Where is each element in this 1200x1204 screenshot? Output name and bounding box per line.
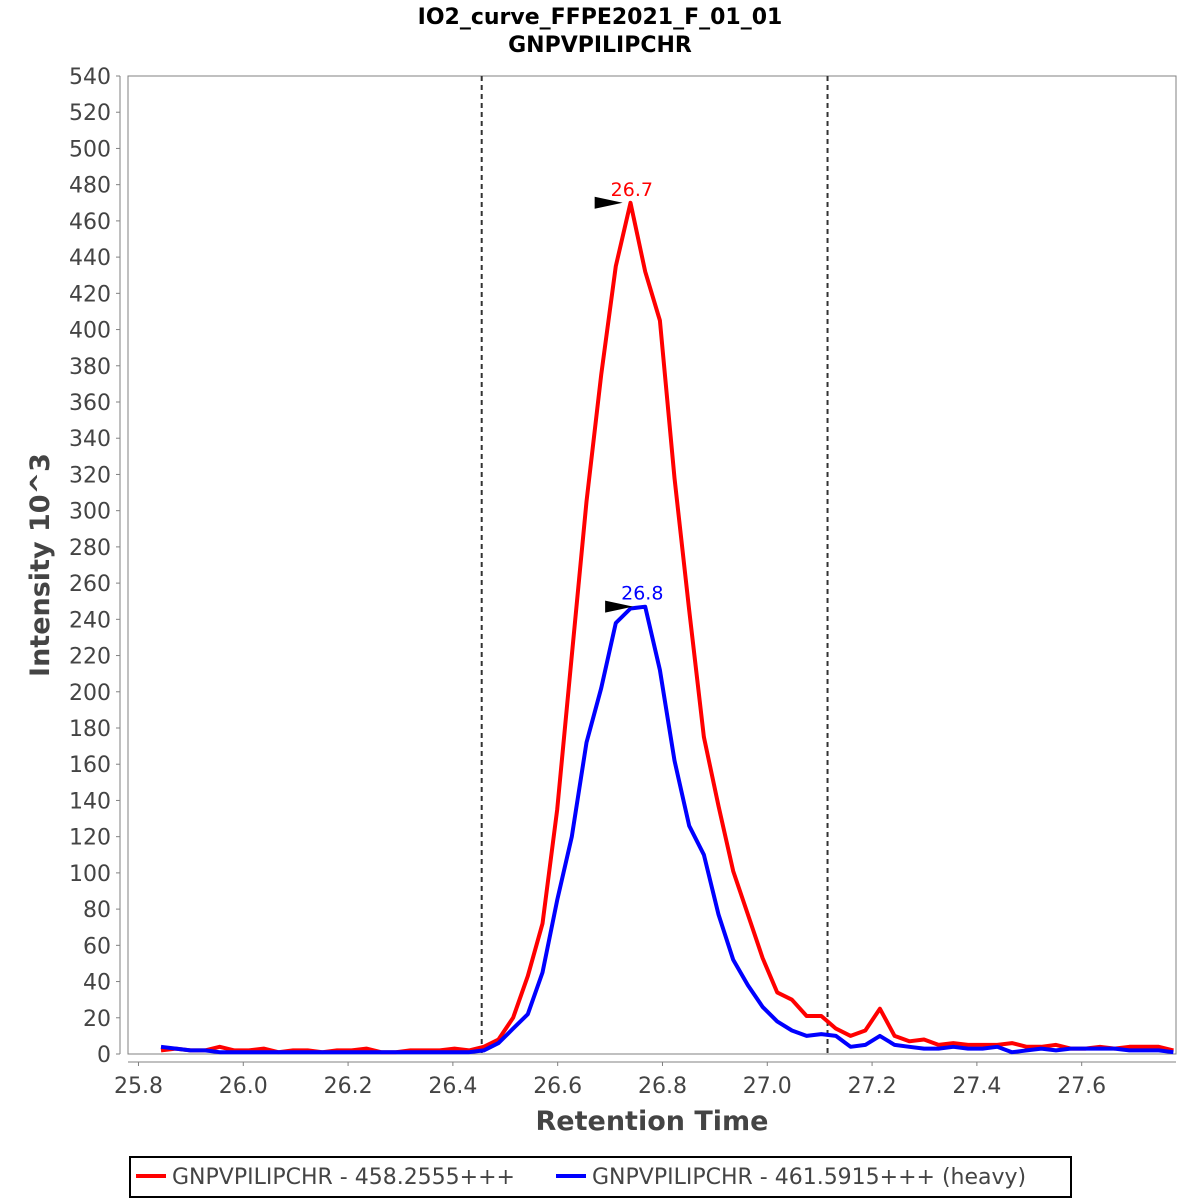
series-lines (160, 200, 1174, 1055)
y-tick-label: 160 (69, 753, 111, 778)
y-tick-label: 520 (69, 101, 111, 126)
chart-title: IO2_curve_FFPE2021_F_01_01 (418, 5, 783, 30)
chart-subtitle: GNPVPILIPCHR (508, 33, 692, 58)
y-tick-label: 440 (69, 246, 111, 271)
y-tick-label: 420 (69, 282, 111, 307)
series-line-2 (160, 604, 1174, 1055)
x-tick-label: 27.4 (952, 1074, 1001, 1099)
apex-arrow-1 (594, 196, 623, 209)
y-tick-label: 40 (83, 971, 111, 996)
y-tick-label: 360 (69, 391, 111, 416)
apex-label-1: 26.7 (611, 179, 653, 201)
y-tick-label: 480 (69, 174, 111, 199)
x-tick-label: 26.4 (428, 1074, 477, 1099)
plot-area (127, 75, 1177, 1055)
x-tick-label: 25.8 (114, 1074, 163, 1099)
y-tick-label: 500 (69, 137, 111, 162)
x-tick-label: 27.2 (848, 1074, 897, 1099)
y-tick-label: 240 (69, 608, 111, 633)
legend-box (129, 1156, 1072, 1198)
y-tick-label: 400 (69, 319, 111, 344)
y-tick-label: 340 (69, 427, 111, 452)
x-tick-label: 27.6 (1057, 1074, 1106, 1099)
y-tick-label: 120 (69, 826, 111, 851)
y-tick-label: 100 (69, 862, 111, 887)
y-tick-label: 380 (69, 355, 111, 380)
y-tick-label: 200 (69, 681, 111, 706)
x-tick-label: 26.8 (638, 1074, 687, 1099)
y-axis: 0 20 40 60 80 100 120 140 160 180 200 220 240 260 280 3… (69, 65, 121, 1068)
y-tick-label: 60 (83, 934, 111, 959)
x-tick-label: 27.0 (743, 1074, 792, 1099)
legend-label-series-2: GNPVPILIPCHR - 461.5915+++ (heavy) (592, 1165, 1026, 1190)
peak-boundaries (480, 76, 829, 1054)
legend: GNPVPILIPCHR - 458.2555+++ GNPVPILIPCHR … (129, 1156, 1072, 1198)
y-tick-label: 0 (97, 1043, 111, 1068)
y-tick-label: 260 (69, 572, 111, 597)
y-tick-label: 320 (69, 463, 111, 488)
x-tick-label: 26.2 (324, 1074, 373, 1099)
y-tick-label: 180 (69, 717, 111, 742)
y-tick-label: 300 (69, 500, 111, 525)
y-axis-label: Intensity 10^3 (25, 453, 56, 677)
legend-label-series-1: GNPVPILIPCHR - 458.2555+++ (172, 1165, 515, 1190)
y-tick-label: 460 (69, 210, 111, 235)
x-axis: 25.8 26.0 26.2 26.4 26.6 26.8 27.0 27.2 27.4 27.6 (114, 1061, 1176, 1099)
x-axis-label: Retention Time (536, 1106, 769, 1137)
apex-arrow-2 (605, 600, 634, 613)
x-tick-label: 26.6 (533, 1074, 582, 1099)
apex-label-2: 26.8 (621, 583, 663, 605)
y-tick-label: 280 (69, 536, 111, 561)
x-tick-label: 26.0 (219, 1074, 268, 1099)
y-tick-label: 220 (69, 645, 111, 670)
y-tick-label: 140 (69, 789, 111, 814)
apex-markers: 26.7 26.8 (594, 179, 663, 613)
y-tick-label: 20 (83, 1007, 111, 1032)
y-tick-label: 540 (69, 65, 111, 90)
y-tick-label: 80 (83, 898, 111, 923)
